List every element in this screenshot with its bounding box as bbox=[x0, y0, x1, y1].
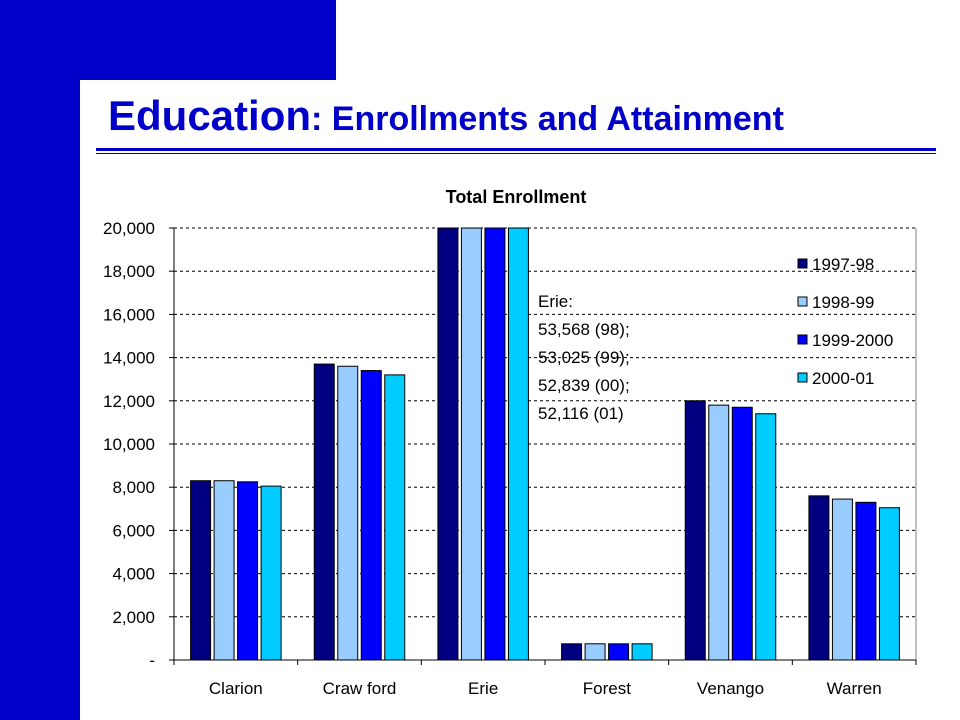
title-underline-thin bbox=[96, 153, 936, 154]
bar-1997-98 bbox=[437, 227, 459, 661]
bar-1999-2000 bbox=[360, 370, 382, 661]
bar-2000-01 bbox=[507, 227, 529, 661]
top-brand-band bbox=[0, 0, 336, 80]
bar-1997-98 bbox=[684, 400, 706, 661]
legend-label: 1997-98 bbox=[812, 255, 874, 274]
title-underline-thick bbox=[96, 148, 936, 151]
legend-label: 2000-01 bbox=[812, 369, 874, 388]
legend-label: 1998-99 bbox=[812, 293, 874, 312]
x-tick-label: Forest bbox=[583, 679, 631, 698]
slide-title: Education: Enrollments and Attainment bbox=[108, 92, 784, 140]
y-tick-label: 8,000 bbox=[112, 478, 155, 497]
bar-1999-2000 bbox=[731, 406, 753, 661]
y-tick-label: - bbox=[149, 651, 155, 670]
bar-1997-98 bbox=[313, 363, 335, 661]
legend-swatch bbox=[797, 258, 808, 269]
x-tick-label: Craw ford bbox=[323, 679, 397, 698]
chart-title: Total Enrollment bbox=[446, 187, 587, 207]
bar-1998-99 bbox=[460, 227, 482, 661]
left-brand-band bbox=[0, 0, 80, 720]
bar-1998-99 bbox=[831, 498, 853, 661]
annotation-line: 53,568 (98); bbox=[538, 320, 630, 339]
y-tick-label: 14,000 bbox=[103, 349, 155, 368]
y-tick-label: 20,000 bbox=[103, 219, 155, 238]
y-tick-label: 16,000 bbox=[103, 305, 155, 324]
legend-swatch bbox=[797, 296, 808, 307]
chart-legend: 1997-98 1998-99 1999-2000 2000-01 bbox=[797, 255, 893, 388]
bar-2000-01 bbox=[878, 507, 900, 661]
y-tick-label: 4,000 bbox=[112, 565, 155, 584]
x-tick-label: Clarion bbox=[209, 679, 263, 698]
x-tick-label: Erie bbox=[468, 679, 498, 698]
bar-1997-98 bbox=[561, 643, 583, 661]
chart-gridlines bbox=[174, 227, 916, 618]
bar-1998-99 bbox=[584, 643, 606, 661]
annotation-line: 52,116 (01) bbox=[538, 404, 624, 423]
annotation-line: 53,025 (99); bbox=[538, 348, 630, 367]
x-tick-label: Warren bbox=[827, 679, 882, 698]
annotation-line: 52,839 (00); bbox=[538, 376, 630, 395]
bar-1998-99 bbox=[213, 480, 235, 661]
bar-2000-01 bbox=[260, 485, 282, 661]
x-tick-label: Venango bbox=[697, 679, 764, 698]
enrollment-bar-chart: Total Enrollment - 2,000 4,000 6,000 8,000 10… bbox=[103, 187, 917, 698]
slide-title-separator: : bbox=[311, 100, 323, 138]
y-tick-label: 12,000 bbox=[103, 392, 155, 411]
bar-2000-01 bbox=[755, 413, 777, 661]
legend-label: 1999-2000 bbox=[812, 331, 893, 350]
bar-2000-01 bbox=[631, 643, 653, 661]
slide-title-main: Education bbox=[108, 92, 312, 139]
bar-1999-2000 bbox=[855, 501, 877, 661]
y-tick-label: 2,000 bbox=[112, 608, 155, 627]
bar-1997-98 bbox=[190, 480, 212, 661]
bar-1999-2000 bbox=[484, 227, 506, 661]
x-axis-ticks: Clarion Craw ford Erie Forest Venango Warren bbox=[173, 660, 917, 698]
annotation-line: Erie: bbox=[538, 292, 573, 311]
legend-swatch bbox=[797, 372, 808, 383]
bar-1999-2000 bbox=[237, 481, 259, 661]
legend-swatch bbox=[797, 334, 808, 345]
y-tick-label: 18,000 bbox=[103, 262, 155, 281]
bar-2000-01 bbox=[384, 374, 406, 661]
bar-1997-98 bbox=[808, 495, 830, 661]
bar-1998-99 bbox=[337, 365, 359, 661]
y-tick-label: 10,000 bbox=[103, 435, 155, 454]
y-axis-ticks: - 2,000 4,000 6,000 8,000 10,000 12,000 14,000 1… bbox=[103, 219, 174, 670]
bar-1999-2000 bbox=[608, 643, 630, 661]
chart-bars bbox=[190, 227, 900, 661]
bar-1998-99 bbox=[708, 404, 730, 661]
y-tick-label: 6,000 bbox=[112, 521, 155, 540]
slide-title-sub: Enrollments and Attainment bbox=[322, 100, 784, 138]
erie-annotation: Erie: 53,568 (98); 53,025 (99); 52,839 (00)… bbox=[538, 292, 630, 423]
